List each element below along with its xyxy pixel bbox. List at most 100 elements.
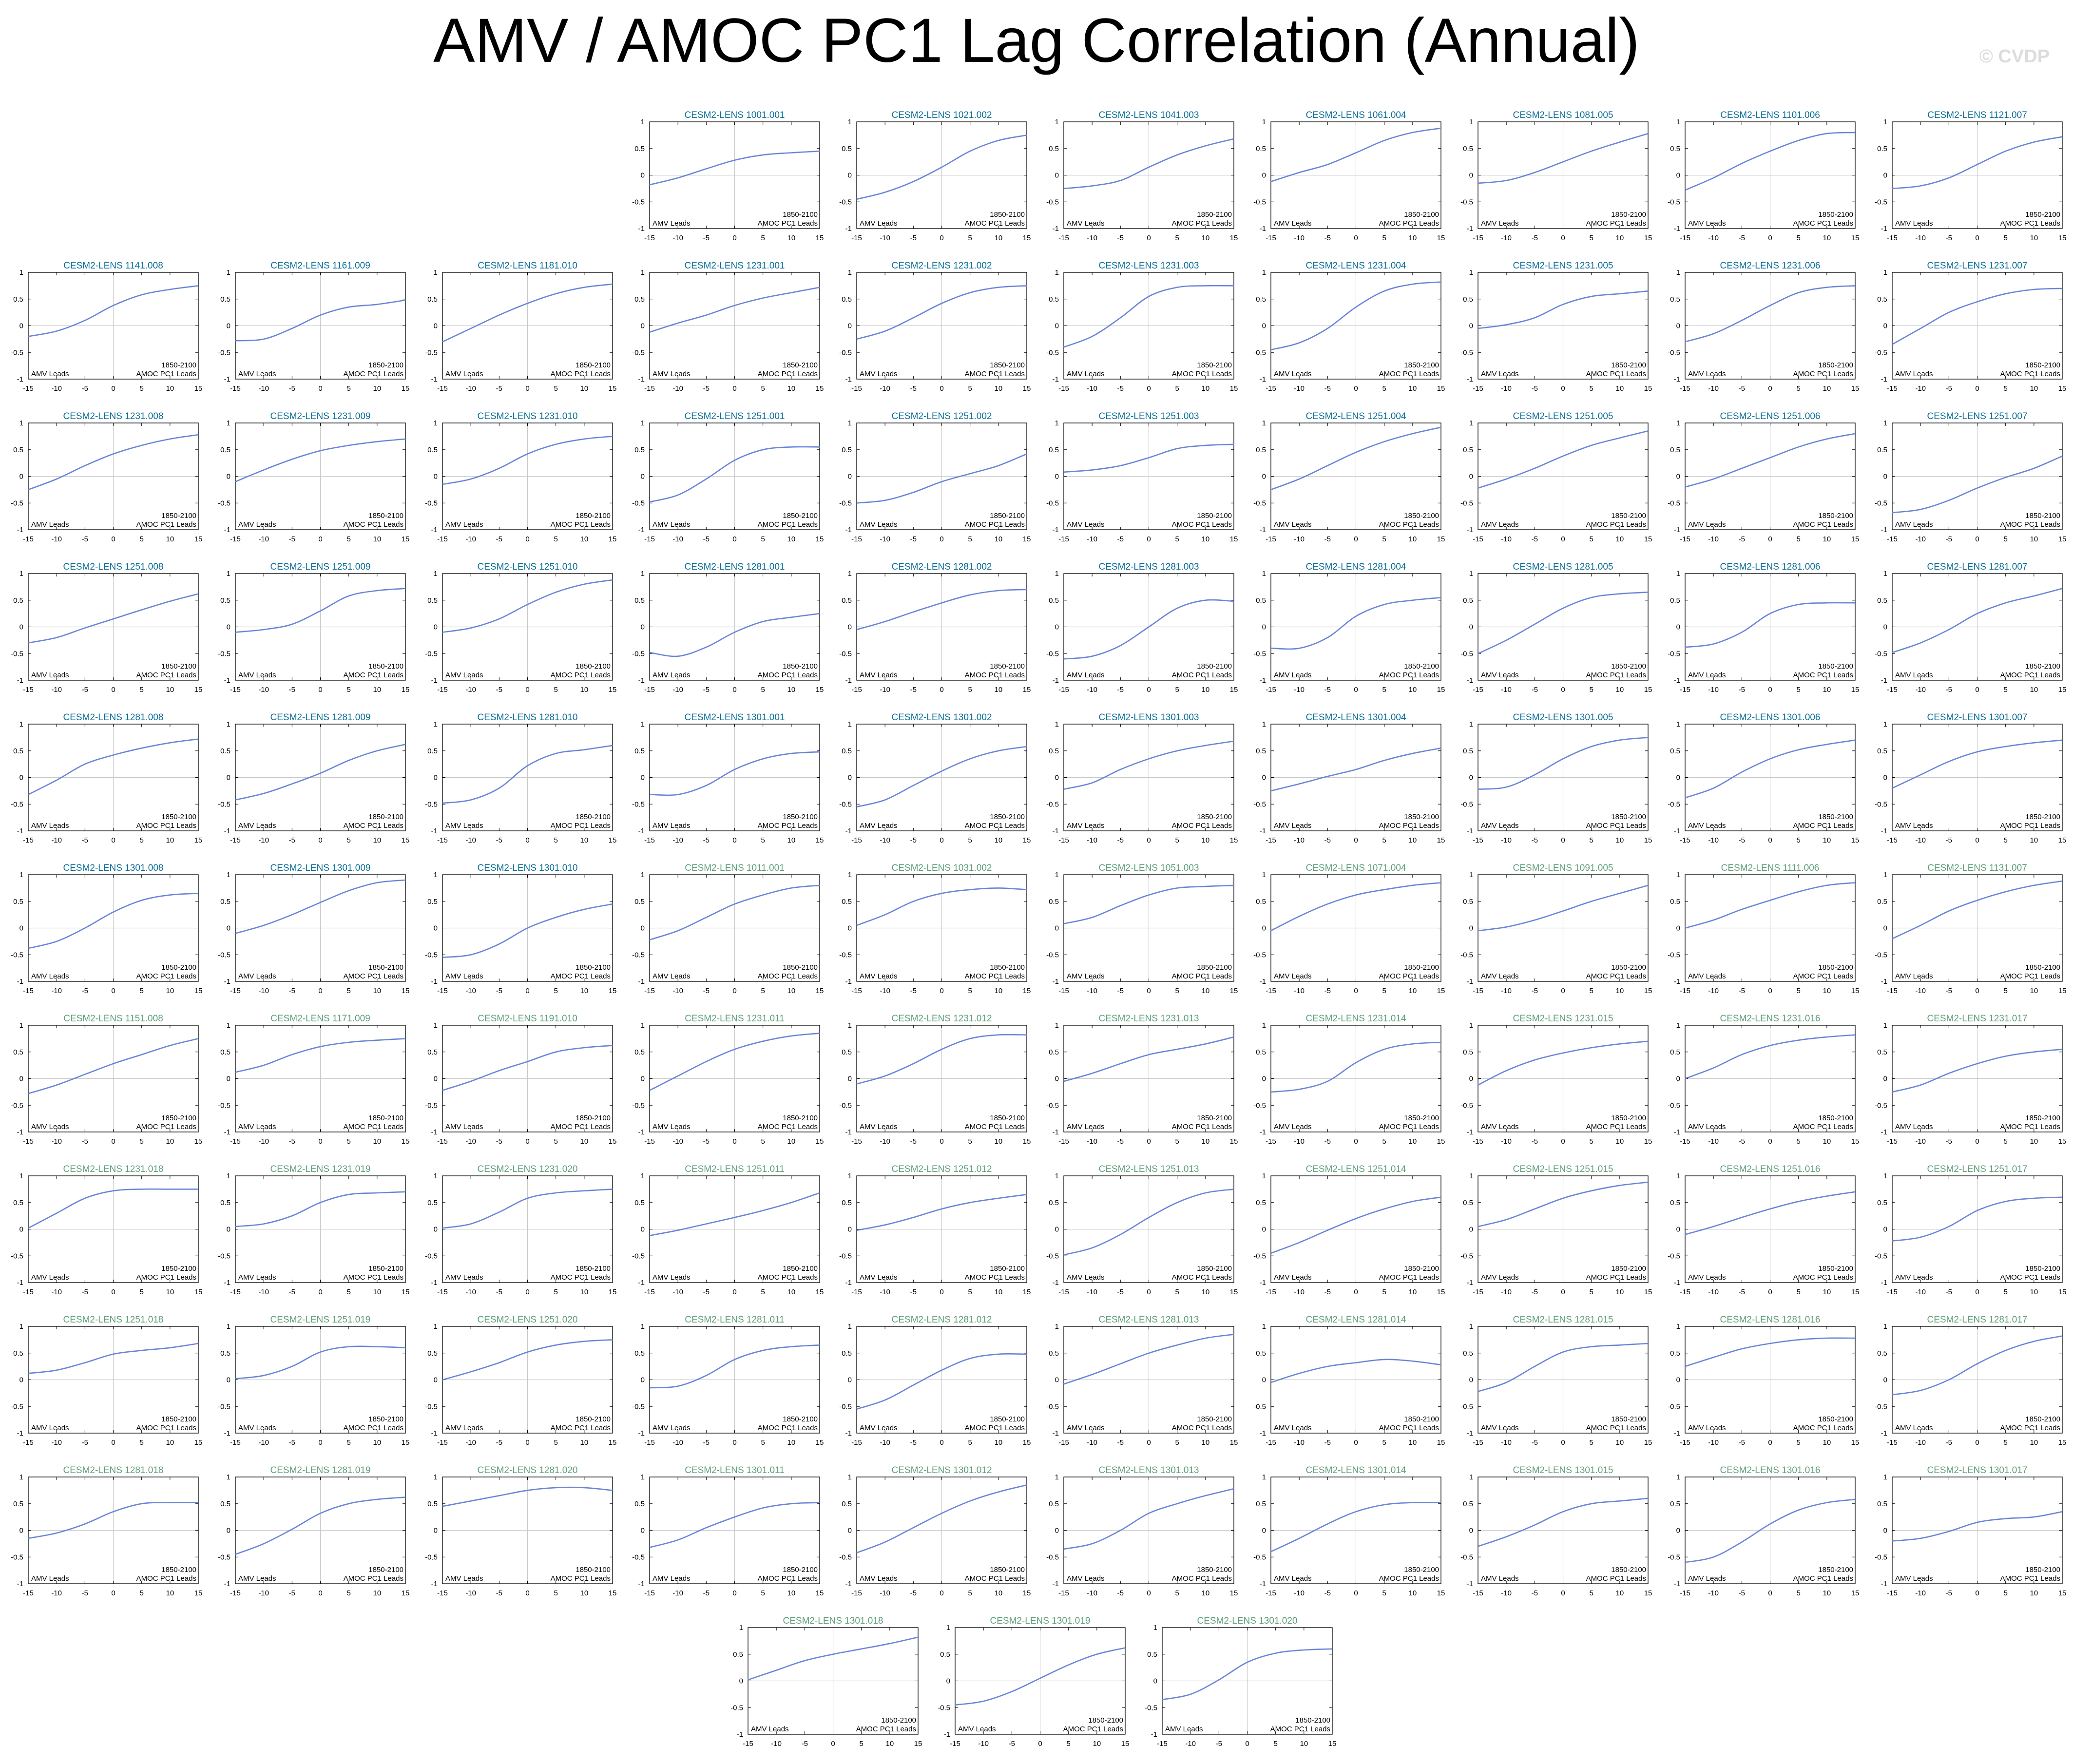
x-tick-label: 10	[2030, 1137, 2038, 1146]
x-tick-label: 0	[318, 1288, 322, 1296]
panel-title: CESM2-LENS 1231.017	[1927, 1014, 2028, 1024]
x-tick-label: 5	[1382, 1288, 1386, 1296]
x-tick-label: 10	[1408, 234, 1417, 242]
y-tick-label: 1	[19, 1021, 23, 1030]
y-tick-label: -1	[431, 827, 438, 835]
x-tick-label: 5	[1382, 836, 1386, 844]
y-tick-label: -1	[1053, 1279, 1059, 1287]
x-tick-label: -5	[703, 535, 710, 543]
x-tick-label: 10	[994, 535, 1002, 543]
panel: CESM2-LENS 1131.007-15 -10 -5 0 5 10 15-1-0.50…	[1875, 863, 2066, 995]
period-label: 1850-2100	[1611, 1415, 1646, 1423]
amoc-leads-label: AMOC PC1 Leads	[551, 822, 611, 830]
x-tick-label: 5	[968, 1589, 972, 1597]
x-tick-label: 10	[166, 1137, 174, 1146]
y-tick-label: 0	[434, 1075, 438, 1083]
amv-leads-label: AMV Leads	[1688, 671, 1726, 679]
y-tick-label: 1	[1676, 419, 1680, 427]
x-tick-label: -5	[1324, 1438, 1331, 1447]
x-tick-label: -10	[1087, 535, 1097, 543]
y-tick-label: 0.5	[220, 596, 230, 605]
x-tick-label: 5	[139, 686, 143, 694]
y-tick-label: -1	[1674, 676, 1680, 685]
y-tick-label: -0.5	[1046, 951, 1059, 959]
panel-title: CESM2-LENS 1231.009	[270, 411, 371, 422]
x-tick-label: 10	[787, 1288, 795, 1296]
x-tick-label: -10	[51, 1589, 62, 1597]
y-tick-label: 0	[227, 1376, 230, 1384]
y-tick-label: 0	[1469, 623, 1473, 632]
x-tick-label: 5	[346, 384, 350, 393]
y-tick-label: 0.5	[1877, 1199, 1887, 1207]
x-tick-label: 5	[761, 686, 765, 694]
amv-leads-label: AMV Leads	[1895, 1273, 1933, 1282]
y-tick-label: 1	[1469, 268, 1473, 277]
x-tick-label: 0	[1768, 384, 1772, 393]
period-label: 1850-2100	[783, 1566, 818, 1574]
panel: CESM2-LENS 1301.005-15 -10 -5 0 5 10 15-1-0.50…	[1460, 712, 1652, 844]
panel-title: CESM2-LENS 1281.014	[1306, 1315, 1406, 1325]
y-tick-label: 0	[227, 473, 230, 481]
y-tick-label: 1	[1469, 118, 1473, 126]
period-label: 1850-2100	[1295, 1716, 1330, 1725]
y-tick-label: -0.5	[1460, 951, 1473, 959]
y-tick-label: -1	[1467, 676, 1473, 685]
amoc-leads-label: AMOC PC1 Leads	[1172, 1574, 1232, 1583]
x-tick-label: -5	[1532, 1438, 1538, 1447]
amv-leads-label: AMV Leads	[1895, 219, 1933, 228]
y-tick-label: -0.5	[425, 650, 438, 658]
amoc-leads-label: AMOC PC1 Leads	[1379, 1424, 1439, 1432]
x-tick-label: 15	[816, 836, 824, 844]
y-tick-label: -1	[1053, 375, 1059, 383]
y-tick-label: 0.5	[1877, 898, 1887, 906]
y-tick-label: -0.5	[1668, 1553, 1680, 1561]
y-tick-label: -0.5	[11, 1553, 23, 1561]
x-tick-label: 5	[1796, 836, 1800, 844]
period-label: 1850-2100	[2025, 1415, 2060, 1423]
x-tick-label: -5	[1324, 1589, 1331, 1597]
y-tick-label: -1	[1467, 1279, 1473, 1287]
y-tick-label: 0	[848, 172, 852, 180]
panel: CESM2-LENS 1301.004-15 -10 -5 0 5 10 15-1-0.50…	[1253, 712, 1445, 844]
x-tick-label: 15	[1851, 535, 1860, 543]
x-tick-label: 15	[816, 1438, 824, 1447]
amoc-leads-label: AMOC PC1 Leads	[856, 1725, 916, 1733]
amv-leads-label: AMV Leads	[1274, 671, 1312, 679]
period-label: 1850-2100	[576, 1415, 611, 1423]
y-tick-label: 1	[848, 268, 852, 277]
amoc-leads-label: AMOC PC1 Leads	[551, 1424, 611, 1432]
y-tick-label: -0.5	[1253, 348, 1266, 357]
x-tick-label: -10	[1087, 1288, 1097, 1296]
y-tick-label: 1	[19, 720, 23, 729]
amoc-leads-label: AMOC PC1 Leads	[1586, 1424, 1646, 1432]
x-tick-label: -5	[289, 1438, 295, 1447]
panel-title: CESM2-LENS 1231.012	[892, 1014, 992, 1024]
x-tick-label: 15	[194, 1589, 203, 1597]
panel-title: CESM2-LENS 1301.020	[1197, 1616, 1298, 1626]
panel: CESM2-LENS 1251.011-15 -10 -5 0 5 10 15-1-0.50…	[632, 1164, 824, 1296]
panel: CESM2-LENS 1091.005-15 -10 -5 0 5 10 15-1-0.50…	[1460, 863, 1652, 995]
amoc-leads-label: AMOC PC1 Leads	[758, 219, 818, 228]
period-label: 1850-2100	[576, 1566, 611, 1574]
y-tick-label: 0.5	[427, 446, 438, 454]
x-tick-label: 5	[1382, 1589, 1386, 1597]
x-tick-label: 10	[166, 987, 174, 995]
y-tick-label: 0	[1055, 1226, 1059, 1234]
y-tick-label: -0.5	[425, 499, 438, 507]
panel-title: CESM2-LENS 1101.006	[1720, 110, 1820, 120]
amv-leads-label: AMV Leads	[445, 520, 483, 529]
x-tick-label: -10	[978, 1740, 989, 1748]
panel: CESM2-LENS 1281.001-15 -10 -5 0 5 10 15-1-0.50…	[632, 562, 824, 694]
y-tick-label: -0.5	[11, 951, 23, 959]
panel: CESM2-LENS 1251.016-15 -10 -5 0 5 10 15-1-0.50…	[1668, 1164, 1859, 1296]
x-tick-label: 5	[2003, 234, 2007, 242]
x-tick-label: 15	[1230, 535, 1238, 543]
y-tick-label: 0	[1262, 1226, 1266, 1234]
period-label: 1850-2100	[783, 1415, 818, 1423]
amoc-leads-label: AMOC PC1 Leads	[1793, 370, 1853, 378]
amv-leads-label: AMV Leads	[31, 822, 69, 830]
y-tick-label: 1	[1883, 1172, 1887, 1180]
amoc-leads-label: AMOC PC1 Leads	[1586, 972, 1646, 980]
y-tick-label: 1	[1883, 118, 1887, 126]
period-label: 1850-2100	[990, 361, 1025, 369]
